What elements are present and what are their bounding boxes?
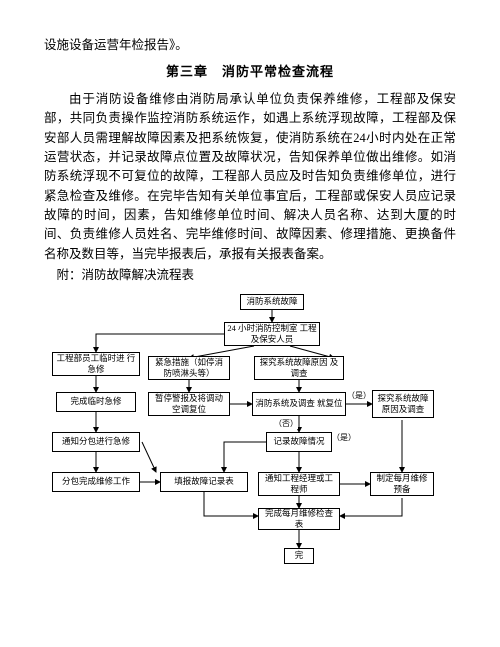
label-yes-2: （是）	[332, 432, 356, 443]
node-investigate-2: 探究系统故障 原因及调查	[372, 390, 434, 418]
node-engineering-fix: 工程部员工临时进 行急修	[52, 352, 140, 376]
node-emergency: 紧急措施（如停消 防喷淋头等）	[148, 356, 230, 380]
node-reset-ac: 暂停警报及将调动 空调复位	[148, 392, 230, 416]
label-yes-1: （是）	[347, 390, 371, 401]
chapter-title: 第三章 消防平常检查流程	[44, 61, 456, 80]
node-investigate: 探究系统故障原因 及调查	[254, 356, 344, 380]
topline-text: 设施设备运营年检报告》。	[44, 36, 456, 55]
node-fill-report: 填报故障记录表	[160, 472, 248, 492]
node-monthly-plan: 制定每月维修 预备	[370, 472, 434, 496]
node-notify-mgr: 通知工程经理或工 程师	[258, 472, 340, 496]
node-notify-sub: 通知分包进行急修	[52, 432, 140, 452]
node-reset-check: 消防系统及调查 就复位	[252, 392, 346, 416]
node-control-room: 24 小时消防控制室 工程及保安人员	[224, 322, 320, 346]
node-end: 完	[284, 548, 314, 564]
node-fault: 消防系统故障	[240, 294, 304, 310]
label-no: （否）	[274, 418, 298, 429]
attachment-label: 附：消防故障解决流程表	[44, 266, 456, 285]
main-paragraph: 由于消防设备维修由消防局承认单位负责保养维修，工程部及保安部，共同负责操作监控消…	[44, 90, 456, 264]
flowchart: 消防系统故障 24 小时消防控制室 工程及保安人员 工程部员工临时进 行急修 紧…	[44, 292, 456, 602]
node-log-fault: 记录故障情况	[266, 432, 332, 452]
node-monthly-done: 完成每月维修检查 表	[258, 508, 340, 530]
node-sub-done: 分包完成维修工作	[52, 472, 140, 492]
node-temp-done: 完成临时急修	[56, 392, 136, 412]
